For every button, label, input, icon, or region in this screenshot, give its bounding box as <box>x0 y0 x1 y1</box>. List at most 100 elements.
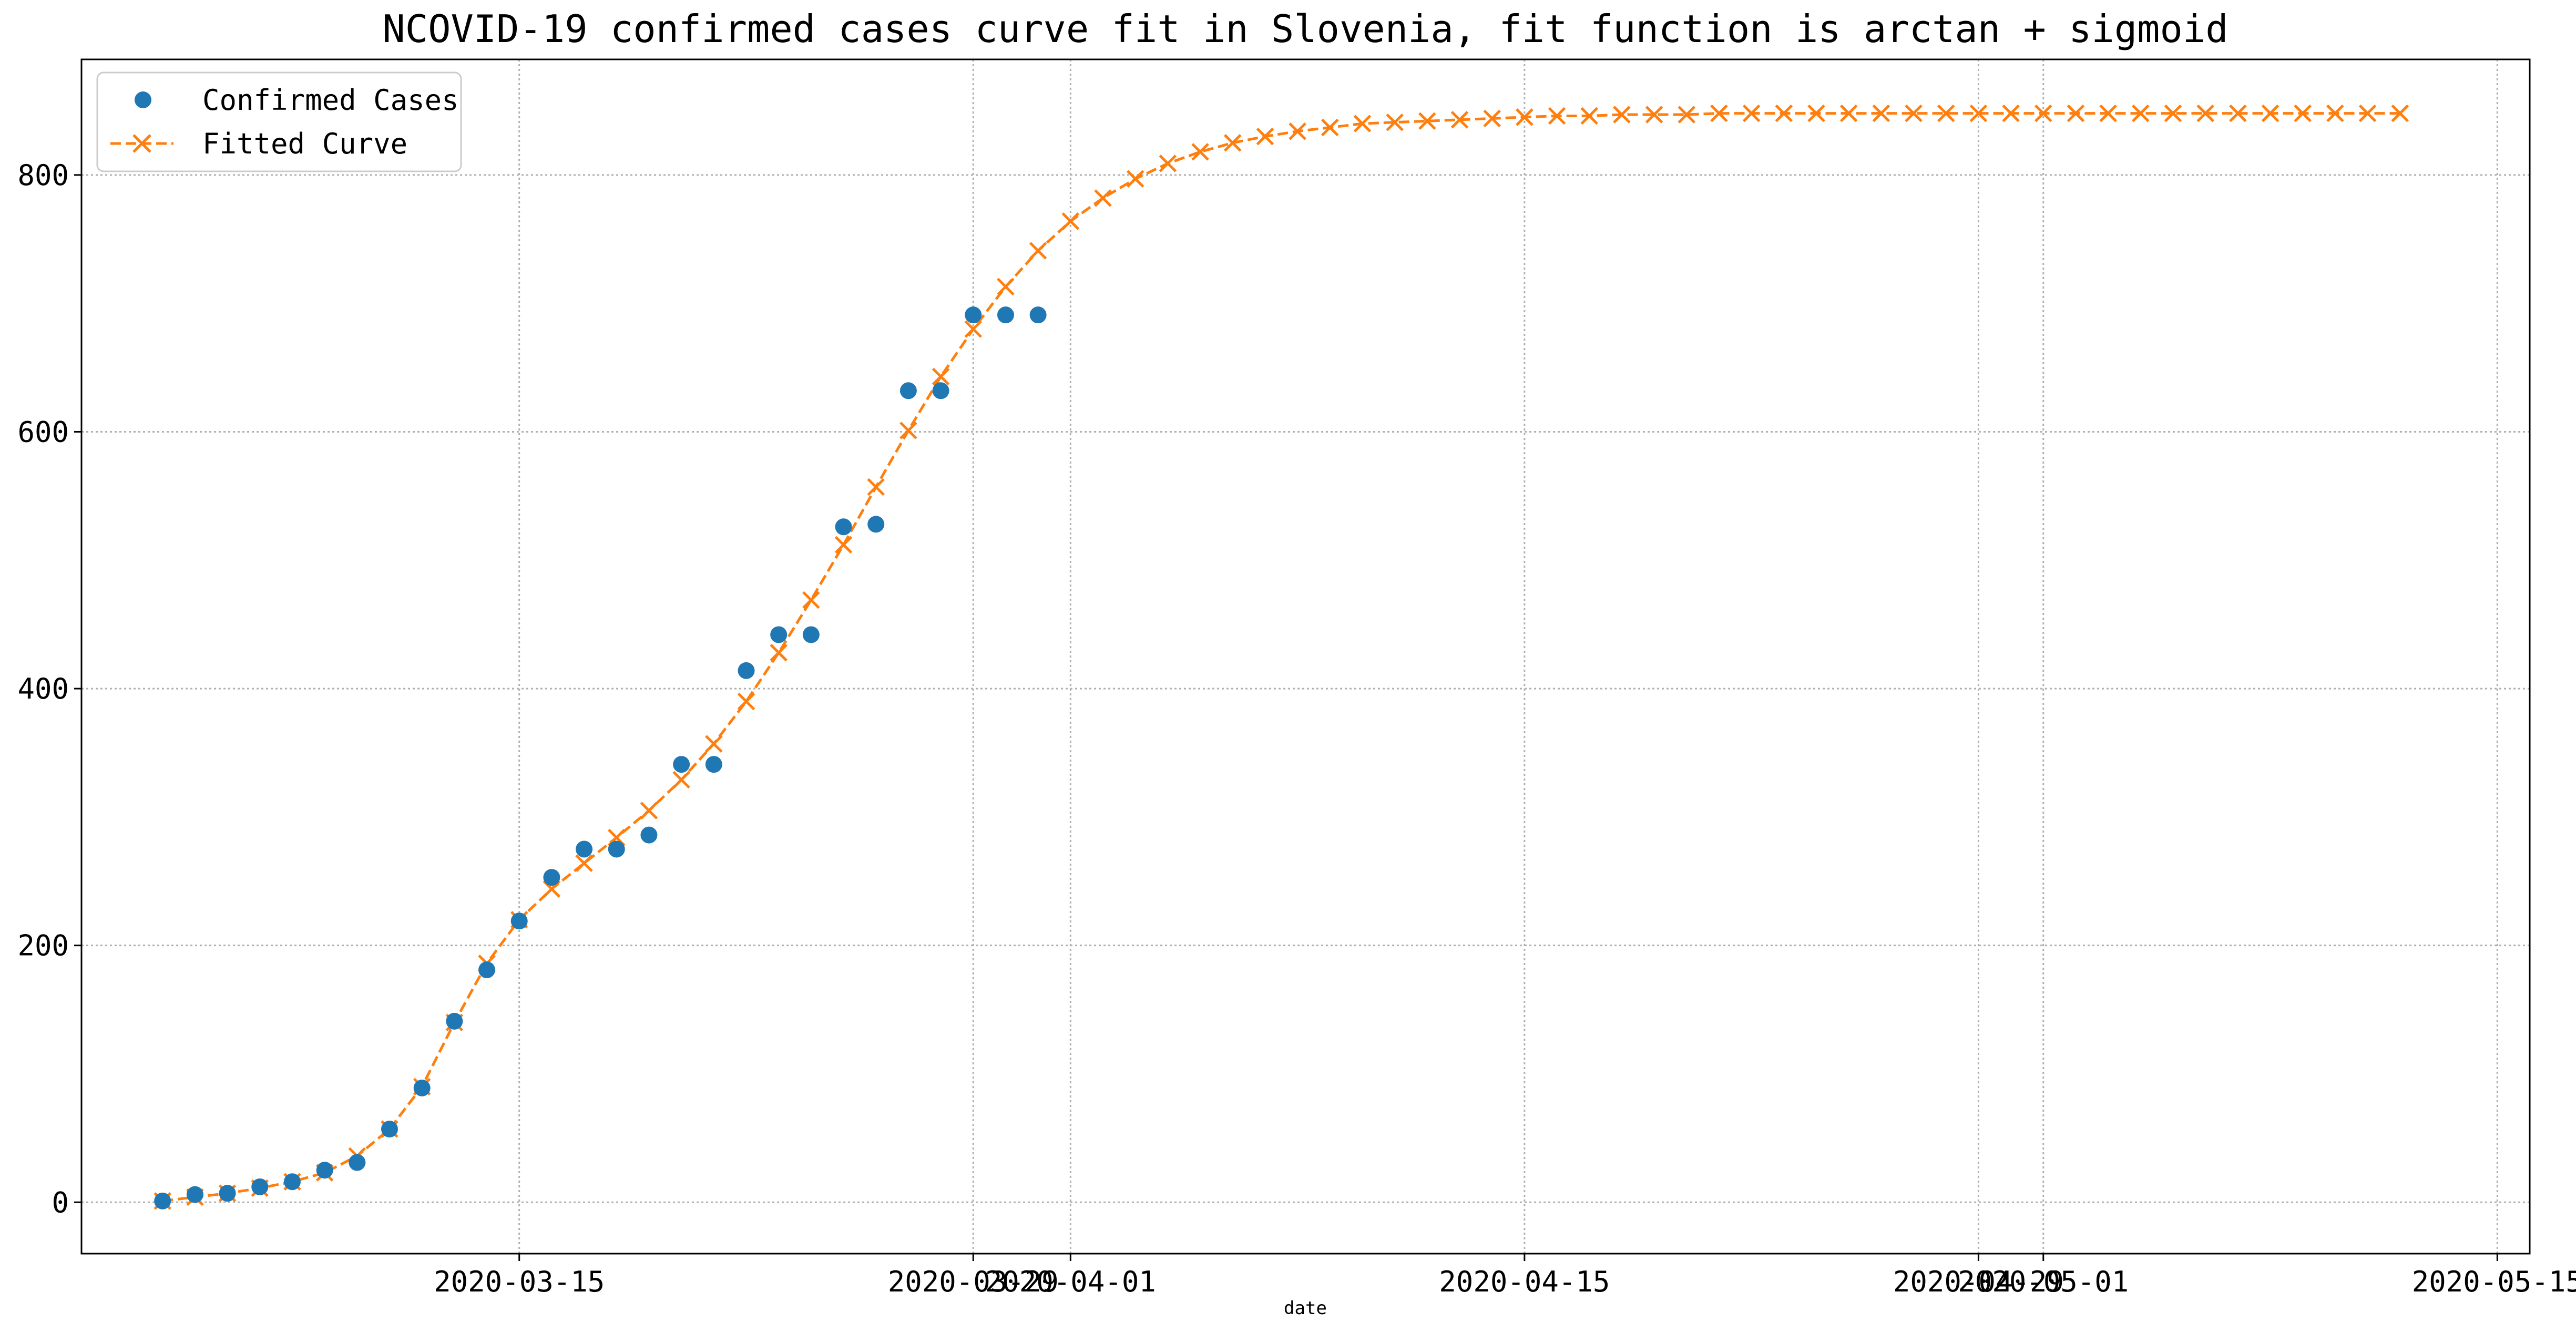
fitted-curve-marker <box>2164 104 2182 122</box>
x-tick-label: 2020-05-15 <box>2412 1265 2576 1298</box>
y-tick-label: 400 <box>17 672 69 705</box>
fitted-curve-marker <box>1775 104 1793 122</box>
confirmed-case-point <box>608 840 625 858</box>
confirmed-case-point <box>705 756 722 773</box>
fitted-curve-series <box>154 104 2409 1210</box>
confirmed-case-point <box>316 1162 333 1179</box>
confirmed-case-point <box>543 869 560 886</box>
fitted-curve-marker <box>899 422 917 439</box>
fitted-curve-marker <box>2294 104 2312 122</box>
fitted-curve-marker <box>1872 104 1890 122</box>
x-tick-label: 2020-03-29 <box>888 1265 1059 1298</box>
fitted-curve-marker <box>1580 107 1598 125</box>
fitted-curve-marker <box>1483 109 1501 128</box>
confirmed-case-point <box>381 1121 398 1138</box>
fitted-curve-marker <box>997 278 1015 296</box>
fitted-curve-marker <box>1223 134 1242 152</box>
fitted-curve-marker <box>1061 212 1080 230</box>
confirmed-case-point <box>965 306 982 324</box>
fitted-curve-marker <box>1289 122 1306 140</box>
fitted-curve-marker <box>1807 104 1825 122</box>
fitted-curve-marker <box>1839 104 1858 122</box>
fitted-curve-marker <box>1029 242 1047 260</box>
legend-label-fitted: Fitted Curve <box>202 127 407 160</box>
confirmed-case-point <box>899 382 917 399</box>
fitted-curve-marker <box>737 692 755 711</box>
grid-lines <box>81 59 2530 1254</box>
fitted-curve-marker <box>1386 113 1404 131</box>
fitted-curve-marker <box>1937 104 1955 122</box>
legend-label-confirmed: Confirmed Cases <box>202 84 459 117</box>
fitted-curve-marker <box>1321 118 1339 137</box>
fitted-curve-marker <box>770 643 788 662</box>
fitted-curve-marker <box>1969 104 1988 122</box>
fitted-curve-marker <box>1613 106 1631 124</box>
y-axis: 0 200 400 600 800 <box>17 159 81 1219</box>
fitted-curve-marker <box>1516 108 1534 126</box>
confirmed-case-point <box>997 306 1014 324</box>
y-tick-label: 200 <box>17 929 69 962</box>
fitted-curve-marker <box>932 367 950 386</box>
fitted-curve-marker <box>2326 104 2344 122</box>
legend-box <box>96 71 462 172</box>
confirmed-case-point <box>186 1186 203 1203</box>
x-axis-label: date <box>1284 1298 1327 1319</box>
confirmed-case-point <box>770 626 788 643</box>
confirmed-case-point <box>576 840 593 858</box>
confirmed-case-point <box>283 1173 301 1191</box>
legend: Confirmed Cases Fitted Curve <box>96 71 462 172</box>
y-tick-label: 0 <box>52 1186 69 1219</box>
fitted-curve-marker <box>2358 104 2377 122</box>
fitted-curve-marker <box>802 591 820 609</box>
fitted-curve-marker <box>1094 189 1112 207</box>
confirmed-case-point <box>510 912 528 930</box>
x-tick-label: 2020-05-01 <box>1958 1265 2129 1298</box>
fitted-curve-marker <box>834 536 853 554</box>
fitted-curve-marker <box>2391 104 2409 122</box>
confirmed-case-point <box>446 1012 463 1030</box>
fitted-curve-marker <box>1710 104 1728 122</box>
fitted-curve-marker <box>1353 115 1372 132</box>
confirmed-case-point <box>413 1079 431 1096</box>
confirmed-case-point <box>867 516 885 533</box>
chart-title: NCOVID-19 confirmed cases curve fit in S… <box>382 7 2228 51</box>
fitted-curve-marker <box>1742 104 1761 122</box>
fitted-curve-marker <box>2002 104 2020 122</box>
fitted-curve-line <box>162 112 2400 1203</box>
x-tick-label: 2020-03-15 <box>434 1265 605 1298</box>
x-tick-label: 2020-04-01 <box>985 1265 1156 1298</box>
fitted-curve-marker <box>1548 107 1566 125</box>
fitted-curve-marker <box>2099 104 2117 122</box>
fitted-curve-marker <box>1905 104 1923 122</box>
confirmed-case-point <box>349 1154 366 1171</box>
fitted-curve-marker <box>2261 104 2279 122</box>
y-tick-label: 800 <box>17 159 69 192</box>
fitted-curve-marker <box>705 735 723 753</box>
fitted-curve-marker <box>1191 143 1209 161</box>
x-tick-label: 2020-04-15 <box>1439 1265 1610 1298</box>
fitted-curve-marker <box>2196 104 2214 122</box>
fitted-curve-marker <box>867 478 885 496</box>
confirmed-case-point <box>251 1178 269 1195</box>
fitted-curve-marker <box>1450 111 1469 129</box>
confirmed-case-point <box>738 662 755 679</box>
legend-marker-fitted <box>132 134 151 153</box>
fitted-curve-marker <box>2229 104 2247 122</box>
confirmed-case-point <box>932 382 949 399</box>
fitted-curve-marker <box>2132 104 2150 122</box>
confirmed-case-point <box>640 826 658 844</box>
fitted-curve-marker <box>575 854 593 873</box>
legend-marker-confirmed <box>135 91 151 108</box>
x-tick-label: 2020-04-29 <box>1893 1265 2064 1298</box>
confirmed-case-point <box>673 756 690 773</box>
confirmed-case-point <box>802 626 820 643</box>
y-tick-label: 600 <box>17 415 69 448</box>
confirmed-case-point <box>219 1185 236 1202</box>
plot-frame <box>80 58 2531 1255</box>
fitted-curve-marker <box>1256 127 1274 146</box>
confirmed-case-point <box>478 961 496 979</box>
confirmed-case-point <box>835 518 852 536</box>
fitted-curve-marker <box>2067 104 2085 122</box>
